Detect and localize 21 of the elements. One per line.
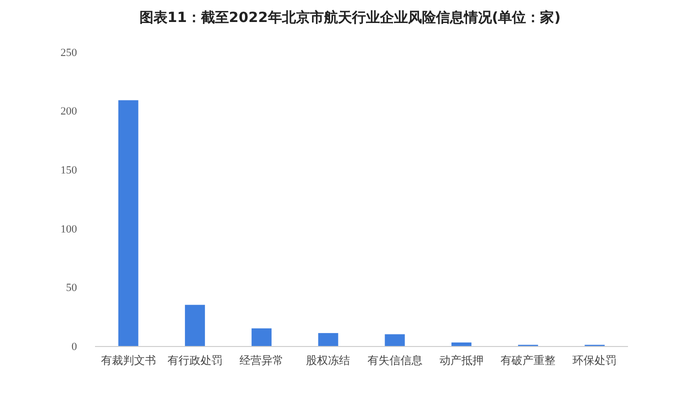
x-tick-label: 股权冻结 [306,354,350,367]
bar [252,328,272,346]
bar [384,334,405,346]
x-tick-label: 有行政处罚 [167,354,222,367]
bar [451,342,472,346]
y-tick-label: 100 [60,223,78,236]
y-tick-label: 50 [66,282,78,294]
bar [184,304,205,346]
x-tick-label: 动产抵押 [439,354,484,367]
bar [118,100,138,346]
x-tick-label: 环保处罚 [572,354,617,367]
chart-title: 图表11：截至2022年北京市航天行业企业风险信息情况(单位：家) [139,9,561,26]
x-tick-label: 有失信信息 [367,354,422,367]
y-tick-label: 200 [60,106,78,118]
x-tick-label: 有裁判文书 [100,354,156,367]
x-tick-label: 有破产重整 [500,354,556,367]
y-tick-label: 150 [60,164,78,176]
x-tick-label: 经营异常 [240,354,284,367]
y-tick-label: 250 [60,46,78,59]
bar [318,333,338,346]
y-tick-label: 0 [72,340,78,353]
